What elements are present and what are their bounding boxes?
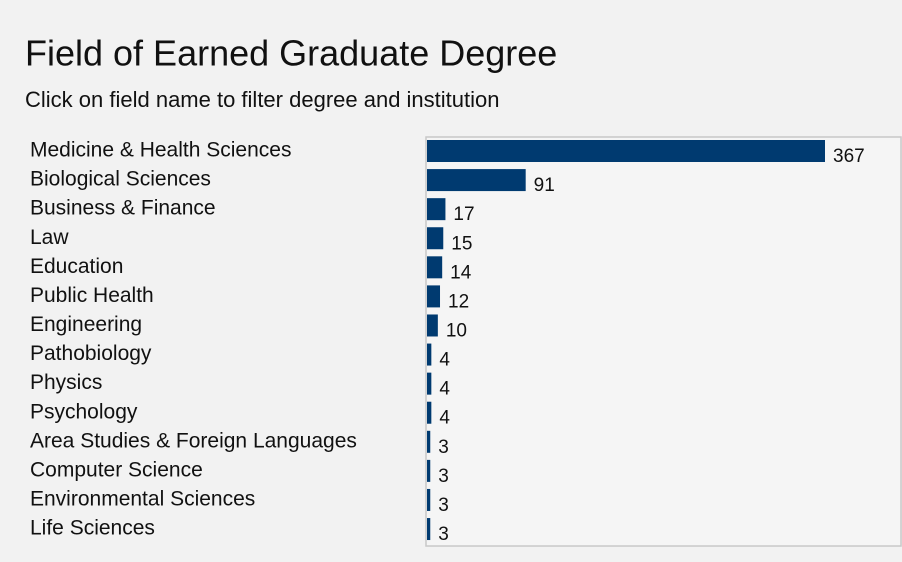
value-label: 3 xyxy=(438,524,449,545)
field-name[interactable]: Physics xyxy=(30,371,102,394)
bar xyxy=(427,198,446,221)
value-label: 367 xyxy=(833,146,865,167)
value-label: 3 xyxy=(438,437,449,458)
bar xyxy=(427,140,825,162)
field-name[interactable]: Computer Science xyxy=(30,458,203,481)
bar xyxy=(427,314,438,337)
value-label: 4 xyxy=(439,350,450,371)
bar xyxy=(427,459,431,482)
field-name[interactable]: Pathobiology xyxy=(30,342,152,365)
value-label: 10 xyxy=(446,320,467,341)
value-label: 17 xyxy=(453,204,474,225)
value-label: 4 xyxy=(439,408,450,429)
bar xyxy=(427,285,441,308)
value-label: 3 xyxy=(438,495,449,516)
field-name[interactable]: Medicine & Health Sciences xyxy=(30,139,291,162)
field-name[interactable]: Education xyxy=(30,255,123,278)
field-name[interactable]: Environmental Sciences xyxy=(30,488,255,511)
field-name[interactable]: Public Health xyxy=(30,284,154,307)
chart-subtitle: Click on field name to filter degree and… xyxy=(25,87,499,112)
bar xyxy=(427,372,432,395)
bar xyxy=(427,256,443,279)
value-label: 14 xyxy=(450,262,472,283)
value-label: 4 xyxy=(439,379,450,400)
bar xyxy=(427,343,432,366)
bar xyxy=(427,430,431,453)
field-name[interactable]: Area Studies & Foreign Languages xyxy=(30,429,357,452)
bar xyxy=(427,169,526,192)
plot-area xyxy=(425,136,902,547)
field-name[interactable]: Engineering xyxy=(30,313,142,336)
field-name[interactable]: Biological Sciences xyxy=(30,168,211,191)
bar xyxy=(427,401,432,424)
bar xyxy=(427,227,444,250)
value-label: 15 xyxy=(451,233,472,254)
field-name[interactable]: Life Sciences xyxy=(30,517,155,540)
value-label: 12 xyxy=(448,291,469,312)
field-name[interactable]: Law xyxy=(30,226,69,249)
bar xyxy=(427,488,431,511)
bar xyxy=(427,518,431,541)
value-label: 91 xyxy=(534,175,555,196)
field-name[interactable]: Psychology xyxy=(30,400,138,423)
chart-title: Field of Earned Graduate Degree xyxy=(25,33,557,74)
value-label: 3 xyxy=(438,466,449,487)
field-name[interactable]: Business & Finance xyxy=(30,197,216,220)
